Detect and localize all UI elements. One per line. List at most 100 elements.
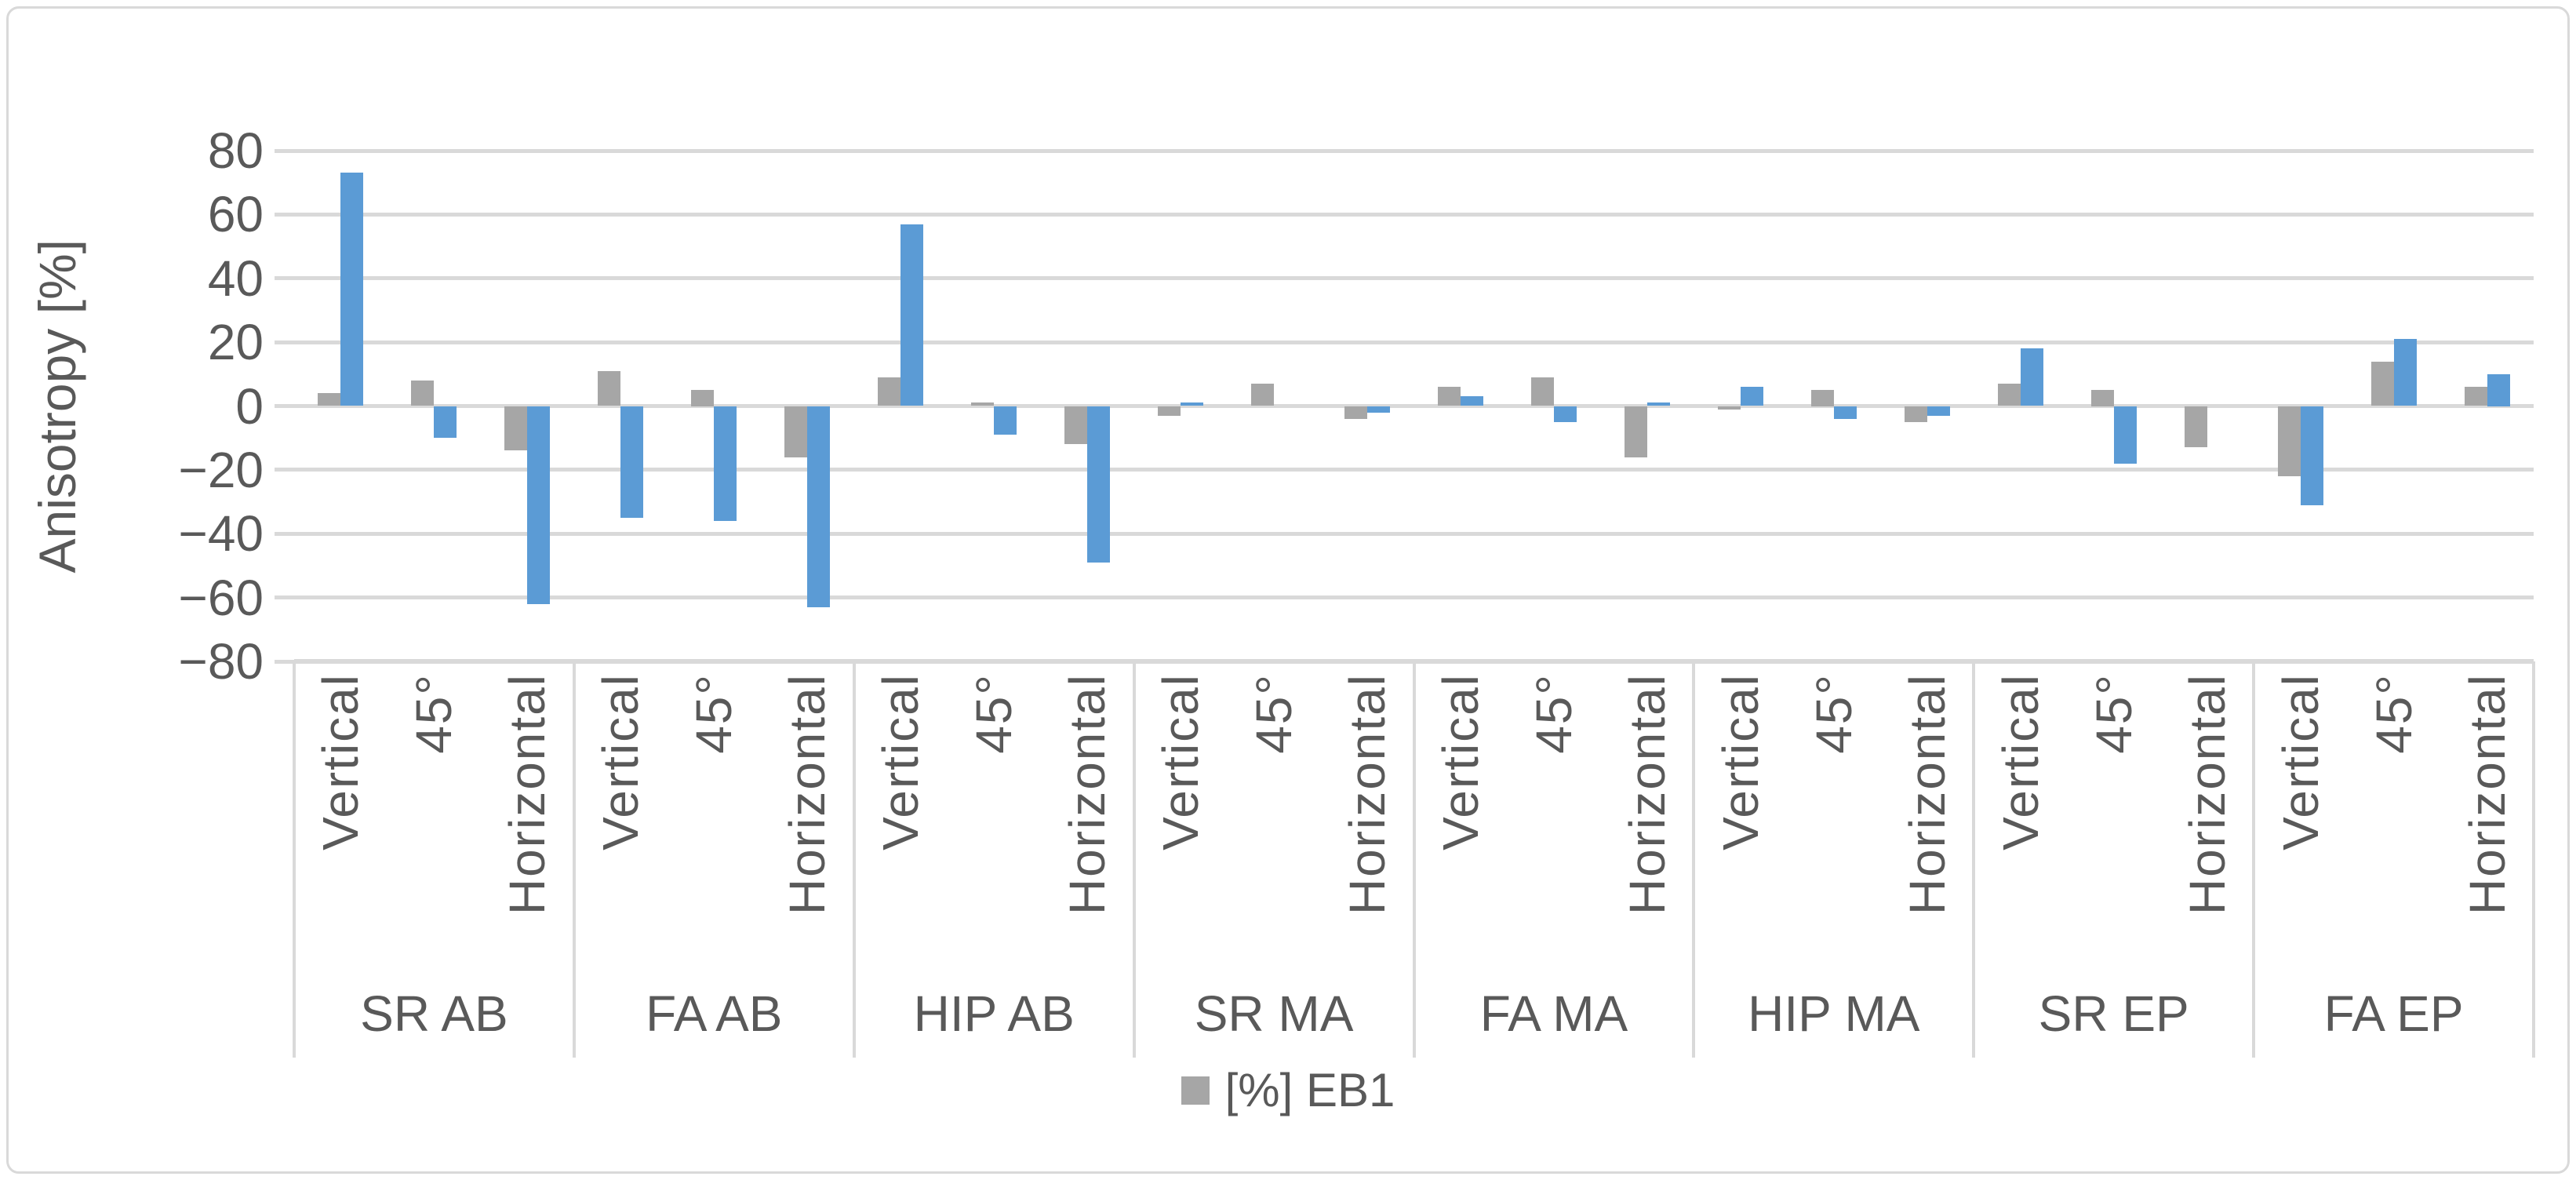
category-label-slot: Horizontal: [778, 673, 836, 915]
category-label-slot: 45°: [685, 673, 743, 754]
category-label-vertical: Vertical: [1992, 673, 2049, 850]
category-label-45: 45°: [2085, 673, 2142, 754]
category-label-45: 45°: [1805, 673, 1862, 754]
group-separator: [2252, 661, 2256, 1058]
gridline-20: [294, 468, 2534, 472]
group-separator: [852, 661, 856, 1058]
bar-gray-hip-ab-horizontal: [1064, 406, 1088, 445]
category-label-45: 45°: [1246, 673, 1303, 754]
category-label-slot: Horizontal: [2178, 673, 2236, 915]
category-label-slot: Vertical: [871, 673, 930, 850]
y-axis-tick-mark: [275, 595, 295, 600]
bar-blue-hip-ma-horizontal: [1927, 406, 1950, 416]
group-separator: [1972, 661, 1976, 1058]
bar-gray-sr-ma-vertical: [1158, 406, 1181, 416]
category-label-horizontal: Horizontal: [779, 673, 836, 916]
bar-blue-sr-ep-45: [2113, 406, 2137, 464]
group-label-fa-ab: FA AB: [646, 985, 783, 1042]
y-axis-tick-label: 40: [207, 249, 264, 307]
y-axis-tick-mark: [275, 340, 295, 344]
category-label-vertical: Vertical: [2272, 673, 2329, 850]
category-label-vertical: Vertical: [872, 673, 930, 850]
group-separator: [572, 661, 576, 1058]
gridline-40: [294, 276, 2534, 281]
bar-blue-fa-ab-vertical: [620, 406, 644, 518]
y-axis-tick-mark: [275, 531, 295, 536]
plot-area: [294, 148, 2534, 664]
bar-gray-fa-ab-horizontal: [784, 406, 808, 457]
bar-blue-sr-ma-vertical: [1181, 402, 1204, 406]
category-label-vertical: Vertical: [592, 673, 649, 850]
bar-blue-hip-ab-vertical: [901, 224, 924, 406]
gridline-60: [294, 595, 2534, 600]
bar-blue-sr-ab-vertical: [340, 173, 364, 406]
y-axis-tick-label: −60: [178, 569, 264, 626]
category-label-45: 45°: [966, 673, 1023, 754]
y-axis-tick-label: −80: [178, 633, 264, 690]
y-axis-tick-label: −40: [178, 505, 264, 563]
bar-blue-hip-ma-45: [1833, 406, 1857, 419]
bar-gray-sr-ep-horizontal: [2184, 406, 2207, 448]
bar-blue-fa-ab-horizontal: [807, 406, 831, 607]
y-axis-tick-mark: [275, 212, 295, 217]
bar-gray-hip-ab-vertical: [878, 377, 901, 406]
category-label-45: 45°: [686, 673, 743, 754]
category-label-slot: 45°: [1805, 673, 1863, 754]
bar-gray-fa-ab-45: [691, 390, 715, 406]
gridline-0: [294, 404, 2534, 408]
category-label-slot: Vertical: [1152, 673, 1210, 850]
bar-gray-hip-ma-45: [1810, 390, 1834, 406]
bar-gray-fa-ab-vertical: [598, 370, 621, 406]
category-label-slot: Horizontal: [498, 673, 556, 915]
group-separator: [1412, 661, 1416, 1058]
category-label-slot: 45°: [2085, 673, 2143, 754]
category-label-45: 45°: [1525, 673, 1582, 754]
category-label-slot: Horizontal: [1338, 673, 1396, 915]
group-label-sr-ma: SR MA: [1194, 985, 1354, 1042]
bar-blue-fa-ab-45: [714, 406, 737, 521]
category-label-slot: Vertical: [1432, 673, 1490, 850]
category-label-horizontal: Horizontal: [2458, 673, 2516, 916]
bar-gray-fa-ma-45: [1530, 377, 1554, 406]
category-label-horizontal: Horizontal: [1618, 673, 1675, 916]
group-label-fa-ma: FA MA: [1479, 985, 1628, 1042]
category-label-slot: Vertical: [311, 673, 369, 850]
category-label-horizontal: Horizontal: [1059, 673, 1116, 916]
gridline-60: [294, 212, 2534, 217]
category-label-slot: Horizontal: [2458, 673, 2516, 915]
y-axis-tick-mark: [275, 659, 295, 664]
category-label-slot: Vertical: [1712, 673, 1770, 850]
legend-label-eb1: [%] EB1: [1224, 1064, 1395, 1116]
group-separator: [1692, 661, 1696, 1058]
bar-gray-sr-ep-vertical: [1997, 384, 2021, 406]
bar-blue-sr-ab-45: [434, 406, 457, 439]
category-label-vertical: Vertical: [312, 673, 369, 850]
y-axis-tick-mark: [275, 404, 295, 408]
category-label-vertical: Vertical: [1712, 673, 1769, 850]
bar-gray-sr-ab-vertical: [318, 393, 341, 406]
category-label-slot: 45°: [405, 673, 463, 754]
group-label-sr-ab: SR AB: [360, 985, 508, 1042]
bar-gray-fa-ep-45: [2370, 361, 2394, 406]
category-label-horizontal: Horizontal: [2178, 673, 2236, 916]
bar-gray-fa-ma-horizontal: [1624, 406, 1647, 457]
y-axis-tick-label: 80: [207, 122, 264, 179]
category-label-vertical: Vertical: [1152, 673, 1210, 850]
group-label-hip-ab: HIP AB: [913, 985, 1075, 1042]
bar-gray-fa-ep-vertical: [2277, 406, 2301, 476]
group-separator: [1132, 661, 1136, 1058]
category-label-slot: Vertical: [1992, 673, 2050, 850]
legend: [%] EB1: [0, 1062, 2576, 1119]
y-axis-tick-label: 60: [207, 186, 264, 243]
category-label-slot: 45°: [1525, 673, 1583, 754]
bar-blue-hip-ma-vertical: [1740, 387, 1763, 406]
bar-blue-fa-ma-horizontal: [1646, 402, 1670, 406]
group-label-fa-ep: FA EP: [2323, 985, 2464, 1042]
category-label-slot: Vertical: [2272, 673, 2330, 850]
bar-gray-sr-ep-45: [2090, 390, 2114, 406]
group-label-hip-ma: HIP MA: [1748, 985, 1920, 1042]
category-label-slot: 45°: [965, 673, 1023, 754]
gridline-40: [294, 531, 2534, 536]
bar-blue-sr-ma-horizontal: [1367, 406, 1391, 413]
